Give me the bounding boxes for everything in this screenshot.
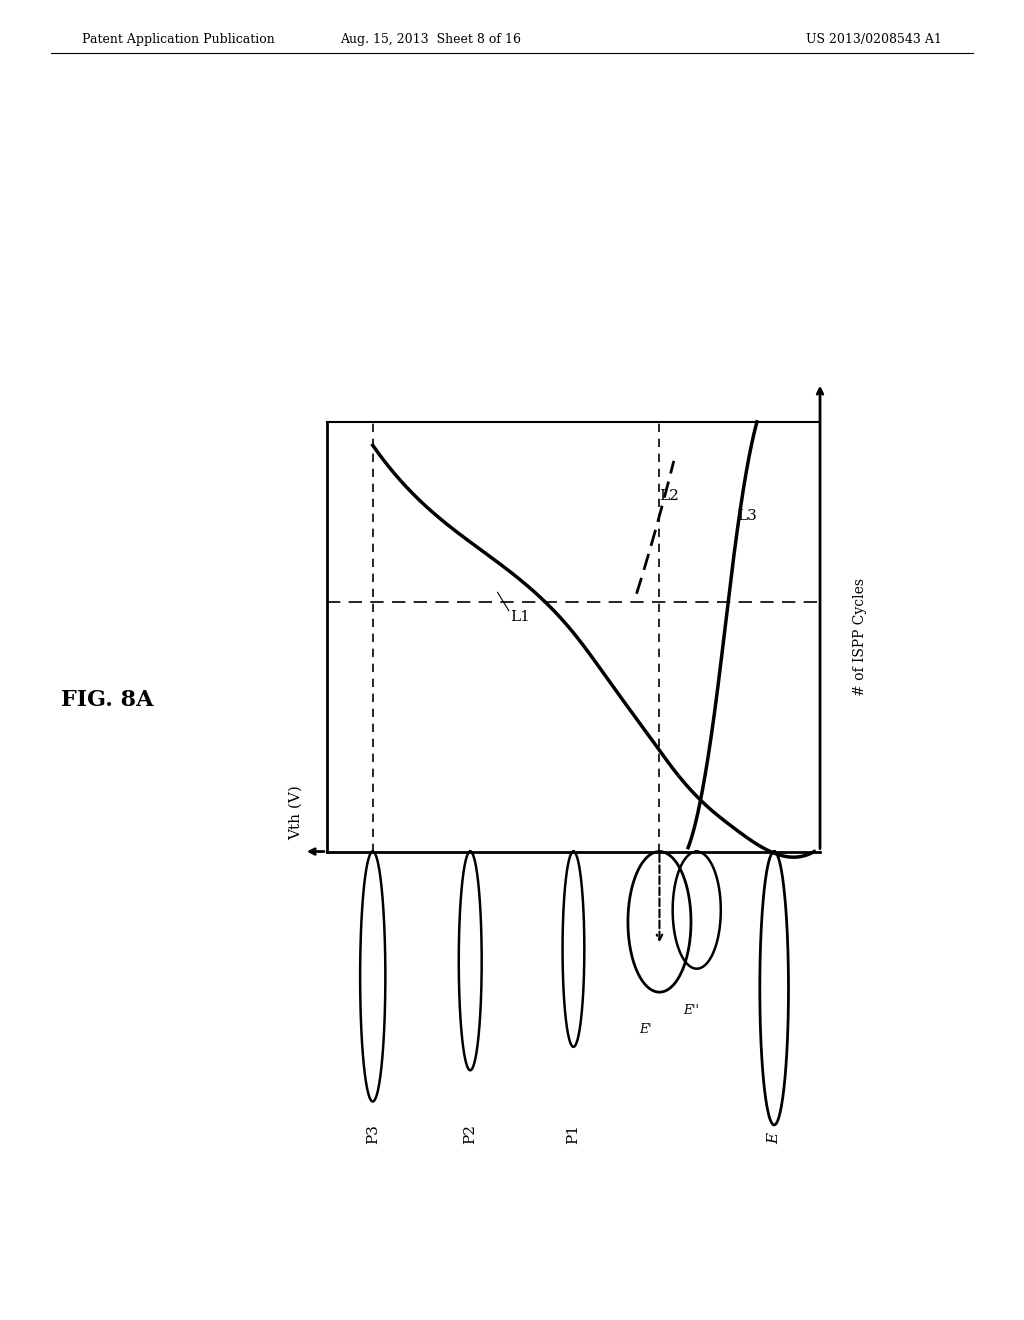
Text: P1: P1 (566, 1125, 581, 1144)
Text: # of ISPP Cycles: # of ISPP Cycles (853, 578, 867, 696)
Text: L3: L3 (737, 508, 757, 523)
Text: FIG. 8A: FIG. 8A (61, 689, 154, 710)
Text: L2: L2 (659, 490, 679, 503)
Text: Vth (V): Vth (V) (289, 785, 302, 840)
Text: P2: P2 (463, 1125, 477, 1144)
Text: E: E (767, 1134, 781, 1144)
Text: E': E' (639, 1023, 651, 1036)
Text: P3: P3 (366, 1125, 380, 1144)
Text: Aug. 15, 2013  Sheet 8 of 16: Aug. 15, 2013 Sheet 8 of 16 (340, 33, 520, 46)
Text: US 2013/0208543 A1: US 2013/0208543 A1 (806, 33, 942, 46)
Text: E'': E'' (683, 1005, 699, 1016)
Text: Patent Application Publication: Patent Application Publication (82, 33, 274, 46)
Text: L1: L1 (510, 610, 530, 624)
